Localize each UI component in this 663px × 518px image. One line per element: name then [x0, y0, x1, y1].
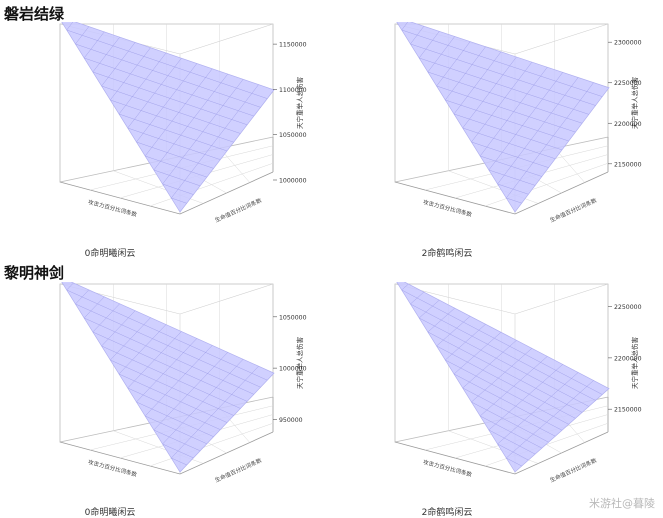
- y-axis-label: 生命值百分比词条数: [214, 456, 264, 484]
- surface: [396, 282, 610, 473]
- z-tick-label: 1000000: [279, 366, 307, 373]
- z-tick-label: 2150000: [614, 161, 642, 168]
- z-tick-label: 1000000: [279, 178, 307, 185]
- section-title-bottom: 黎明神剑: [4, 264, 65, 282]
- z-tick-label: 1050000: [279, 132, 307, 139]
- z-tick-label: 2300000: [614, 40, 642, 47]
- watermark: 米游社@暮陵: [589, 497, 655, 510]
- y-axis-label: 生命值百分比词条数: [549, 456, 599, 484]
- section-title-top: 磐岩结绿: [4, 5, 65, 23]
- z-axis-label: 天宁重举人总伤害: [630, 77, 639, 130]
- chart-caption: 0命明曦闲云: [84, 249, 136, 259]
- z-axis-label: 天宁重举人总伤害: [295, 337, 304, 390]
- z-tick-label: 2200000: [614, 355, 642, 362]
- surface-chart-2: 2300000225000022000002150000天宁重举人总伤害攻击力百…: [394, 22, 642, 224]
- y-axis-label: 生命值百分比词条数: [214, 196, 264, 224]
- surface: [61, 282, 275, 473]
- z-tick-label: 1100000: [279, 87, 307, 94]
- z-tick-label: 2200000: [614, 121, 642, 128]
- chart-caption: 2命鹤鸣闲云: [421, 508, 473, 518]
- surface: [396, 22, 610, 213]
- surface: [61, 22, 275, 213]
- z-tick-label: 2150000: [614, 407, 642, 414]
- z-axis-label: 天宁重举人总伤害: [630, 337, 639, 390]
- z-tick-label: 2250000: [614, 304, 642, 311]
- z-tick-label: 950000: [279, 417, 303, 424]
- surface-chart-1: 1150000110000010500001000000天宁重举人总伤害攻击力百…: [59, 22, 307, 224]
- chart-caption: 2命鹤鸣闲云: [421, 249, 473, 259]
- z-tick-label: 1050000: [279, 314, 307, 321]
- z-axis-label: 天宁重举人总伤害: [295, 77, 304, 130]
- chart-caption: 0命明曦闲云: [84, 508, 136, 518]
- y-axis-label: 生命值百分比词条数: [549, 196, 599, 224]
- z-tick-label: 1150000: [279, 42, 307, 49]
- z-tick-label: 2250000: [614, 80, 642, 87]
